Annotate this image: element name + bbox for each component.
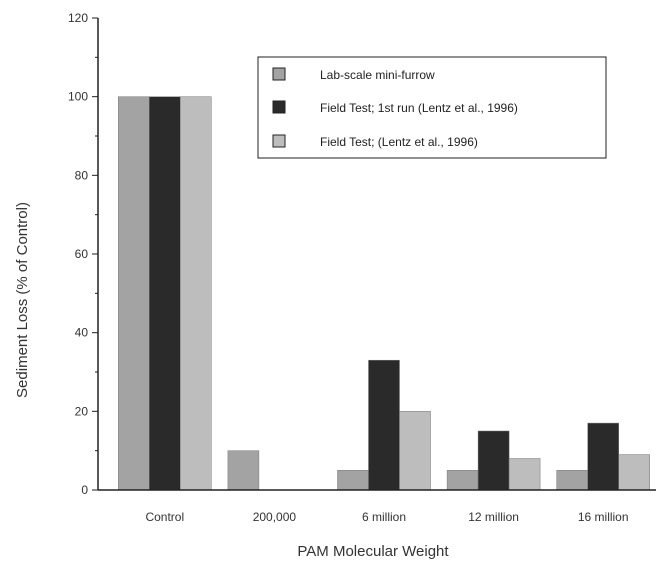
- bar-1-200-000: [227, 450, 260, 491]
- bar-1-16-million: [556, 470, 588, 491]
- legend: Lab-scale mini-furrow Field Test; 1st ru…: [257, 56, 607, 159]
- x-tick-label-200-000: 200,000: [253, 510, 297, 524]
- legend-label-field: Field Test; (Lentz et al., 1996): [320, 135, 478, 149]
- bar-2-12-million: [477, 430, 510, 491]
- y-tick-label-20: 20: [75, 404, 89, 418]
- bar-2-6-million: [368, 359, 400, 491]
- bar-1-12-million: [446, 470, 479, 491]
- x-tick-label-16-million: 16 million: [578, 510, 629, 524]
- y-tick-label-120: 120: [68, 11, 88, 25]
- bar-3-control: [180, 96, 212, 491]
- y-ticks-group: 0 20 40 60 80 100 120: [68, 11, 98, 497]
- x-ticks-group: Control 200,000 6 million 12 million 16 mill…: [145, 510, 628, 524]
- x-tick-label-control: Control: [145, 510, 184, 524]
- bar-1-control: [118, 96, 150, 491]
- y-axis-title: Sediment Loss (% of Control): [14, 202, 31, 398]
- bar-2-16-million: [587, 422, 619, 491]
- legend-box: [257, 56, 607, 159]
- y-tick-label-100: 100: [68, 90, 88, 104]
- bar-3-16-million: [618, 454, 650, 491]
- legend-label-field-first-run: Field Test; 1st run (Lentz et al., 1996): [320, 101, 518, 115]
- bar-2-control: [149, 96, 181, 491]
- legend-label-lab: Lab-scale mini-furrow: [320, 68, 435, 82]
- x-tick-label-6-million: 6 million: [362, 510, 406, 524]
- bar-3-6-million: [399, 411, 431, 491]
- legend-swatch-lab: [272, 67, 286, 81]
- bar-1-6-million: [337, 470, 369, 491]
- legend-swatch-field-first-run: [272, 100, 286, 114]
- y-tick-label-60: 60: [75, 247, 89, 261]
- y-tick-label-0: 0: [81, 483, 88, 497]
- bar-3-12-million: [508, 458, 541, 491]
- x-axis-title: PAM Molecular Weight: [297, 543, 449, 560]
- y-tick-label-80: 80: [75, 168, 89, 182]
- y-tick-label-40: 40: [75, 326, 89, 340]
- legend-swatch-field: [272, 134, 286, 148]
- x-tick-label-12-million: 12 million: [468, 510, 519, 524]
- bars-group: [118, 96, 650, 491]
